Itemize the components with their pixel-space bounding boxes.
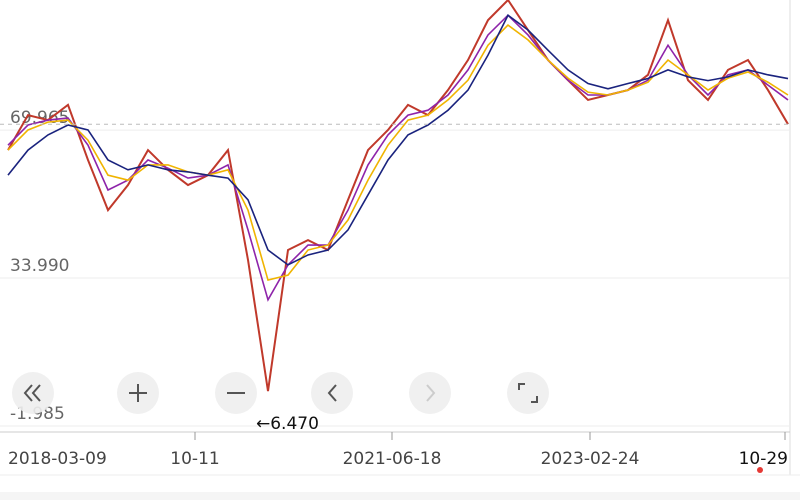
scroll-right-button[interactable] bbox=[409, 372, 451, 414]
min-annotation: ←6.470 bbox=[256, 414, 319, 434]
live-dot bbox=[757, 467, 763, 473]
moving-average-line bbox=[7, 14, 789, 266]
toolbar bbox=[12, 372, 549, 414]
x-tick-label: 2023-02-24 bbox=[541, 449, 640, 469]
bottom-strip bbox=[0, 492, 800, 500]
moving-average-line bbox=[7, 14, 789, 302]
price-line bbox=[7, 0, 789, 392]
zoom-out-button[interactable] bbox=[215, 372, 257, 414]
scroll-start-button[interactable] bbox=[12, 372, 54, 414]
x-tick-label: 2018-03-09 bbox=[8, 449, 107, 469]
x-tick-label: 10-29 bbox=[739, 449, 788, 469]
x-tick-label: 2021-06-18 bbox=[343, 449, 442, 469]
x-tick-label: 10-11 bbox=[170, 449, 219, 469]
zoom-in-button[interactable] bbox=[117, 372, 159, 414]
moving-average-line bbox=[7, 24, 789, 282]
scroll-left-button[interactable] bbox=[311, 372, 353, 414]
reset-button[interactable] bbox=[507, 372, 549, 414]
y-tick-label: 33.990 bbox=[10, 256, 69, 276]
